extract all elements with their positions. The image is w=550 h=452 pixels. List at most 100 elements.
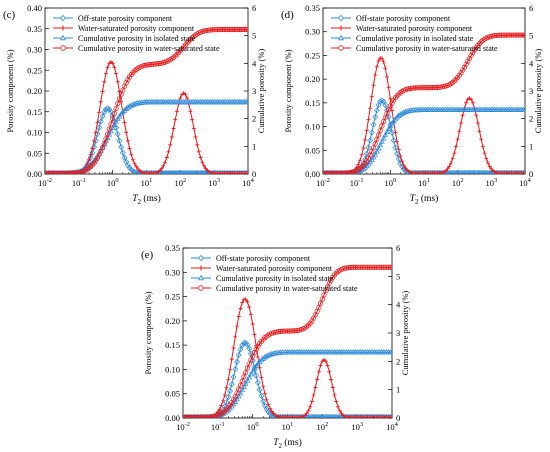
x-tick-label: 100 xyxy=(384,177,396,188)
data-point xyxy=(124,162,131,169)
legend-label: Off-state porosity component xyxy=(216,254,311,263)
data-point xyxy=(384,264,390,270)
data-point xyxy=(201,414,207,418)
data-point xyxy=(394,114,400,120)
data-point xyxy=(159,166,164,171)
data-point xyxy=(332,170,338,174)
data-point xyxy=(299,415,304,418)
data-point xyxy=(229,400,235,406)
legend-marker xyxy=(60,34,66,41)
data-point xyxy=(125,77,131,83)
data-point xyxy=(241,374,247,380)
series-line xyxy=(183,351,392,418)
data-point xyxy=(150,61,156,67)
y-right-tick-label: 3 xyxy=(529,86,533,96)
data-point xyxy=(411,85,417,91)
data-point xyxy=(361,146,366,151)
data-point xyxy=(508,32,515,38)
data-point xyxy=(239,378,245,384)
data-point xyxy=(386,85,391,90)
data-point xyxy=(222,392,227,397)
data-point xyxy=(512,32,518,38)
data-point xyxy=(434,84,441,90)
data-point xyxy=(245,299,250,304)
data-point xyxy=(461,64,467,70)
data-point xyxy=(88,164,94,170)
data-point xyxy=(227,402,233,408)
data-point xyxy=(232,366,239,373)
data-point xyxy=(243,27,248,33)
data-point xyxy=(500,32,506,38)
data-point xyxy=(383,66,388,71)
data-point xyxy=(262,335,268,341)
data-point xyxy=(190,117,195,122)
data-point xyxy=(281,328,287,334)
data-point xyxy=(149,61,155,67)
y-right-tick-label: 2 xyxy=(252,114,256,124)
data-point xyxy=(429,85,435,91)
data-point xyxy=(323,170,329,174)
data-point xyxy=(366,117,371,122)
data-point xyxy=(365,155,372,161)
data-point xyxy=(502,32,508,38)
data-point xyxy=(325,363,330,368)
data-point xyxy=(485,160,490,165)
data-point xyxy=(321,292,327,298)
data-point xyxy=(370,264,376,270)
data-point xyxy=(119,149,126,156)
x-tick-label: 10-1 xyxy=(72,177,86,188)
data-point xyxy=(460,67,466,73)
data-point xyxy=(390,415,392,418)
data-point xyxy=(206,27,212,33)
data-point xyxy=(455,137,460,142)
data-point xyxy=(69,170,75,174)
y-left-tick-label: 0.00 xyxy=(305,169,320,179)
legend: Off-state porosity componentWater-satura… xyxy=(191,254,358,293)
data-point xyxy=(98,99,103,104)
data-point xyxy=(132,68,138,74)
y-right-tick-label: 4 xyxy=(396,300,401,310)
data-point xyxy=(258,356,265,363)
data-point xyxy=(238,306,243,311)
data-point xyxy=(357,165,363,172)
data-point xyxy=(407,85,414,91)
data-point xyxy=(103,71,108,76)
y-right-tick-label: 1 xyxy=(396,385,400,395)
series-red-cross xyxy=(323,56,525,174)
y-left-tick-label: 0.15 xyxy=(305,98,320,108)
data-point xyxy=(203,414,209,418)
data-point xyxy=(373,107,380,114)
data-point xyxy=(367,137,374,144)
data-point xyxy=(221,398,226,403)
data-point xyxy=(115,101,121,107)
data-point xyxy=(228,27,234,33)
data-point xyxy=(219,403,224,408)
y-right-tick-label: 4 xyxy=(252,58,257,68)
data-point xyxy=(236,27,243,33)
data-point xyxy=(161,163,166,168)
data-point xyxy=(342,414,347,418)
data-point xyxy=(381,59,386,64)
data-point xyxy=(268,406,273,411)
data-point xyxy=(111,111,117,117)
data-point xyxy=(436,84,442,90)
data-point xyxy=(183,414,186,418)
series-red-circle xyxy=(323,32,525,174)
data-point xyxy=(365,144,372,151)
data-point xyxy=(174,51,180,57)
legend-label: Cumulative porosity in isolated state xyxy=(78,34,196,43)
data-point xyxy=(438,84,444,90)
data-point xyxy=(239,342,246,349)
data-point xyxy=(71,170,77,174)
data-point xyxy=(124,130,129,135)
data-point xyxy=(86,157,91,162)
y-right-axis-label: Cumulative porosity (%) xyxy=(533,49,543,134)
data-point xyxy=(507,32,513,38)
data-point xyxy=(183,414,188,418)
data-point xyxy=(495,32,501,38)
data-point xyxy=(245,98,248,105)
x-tick-label: 104 xyxy=(242,177,255,188)
x-tick-label: 10-2 xyxy=(176,421,190,432)
data-point xyxy=(253,372,260,379)
data-point xyxy=(90,146,95,151)
